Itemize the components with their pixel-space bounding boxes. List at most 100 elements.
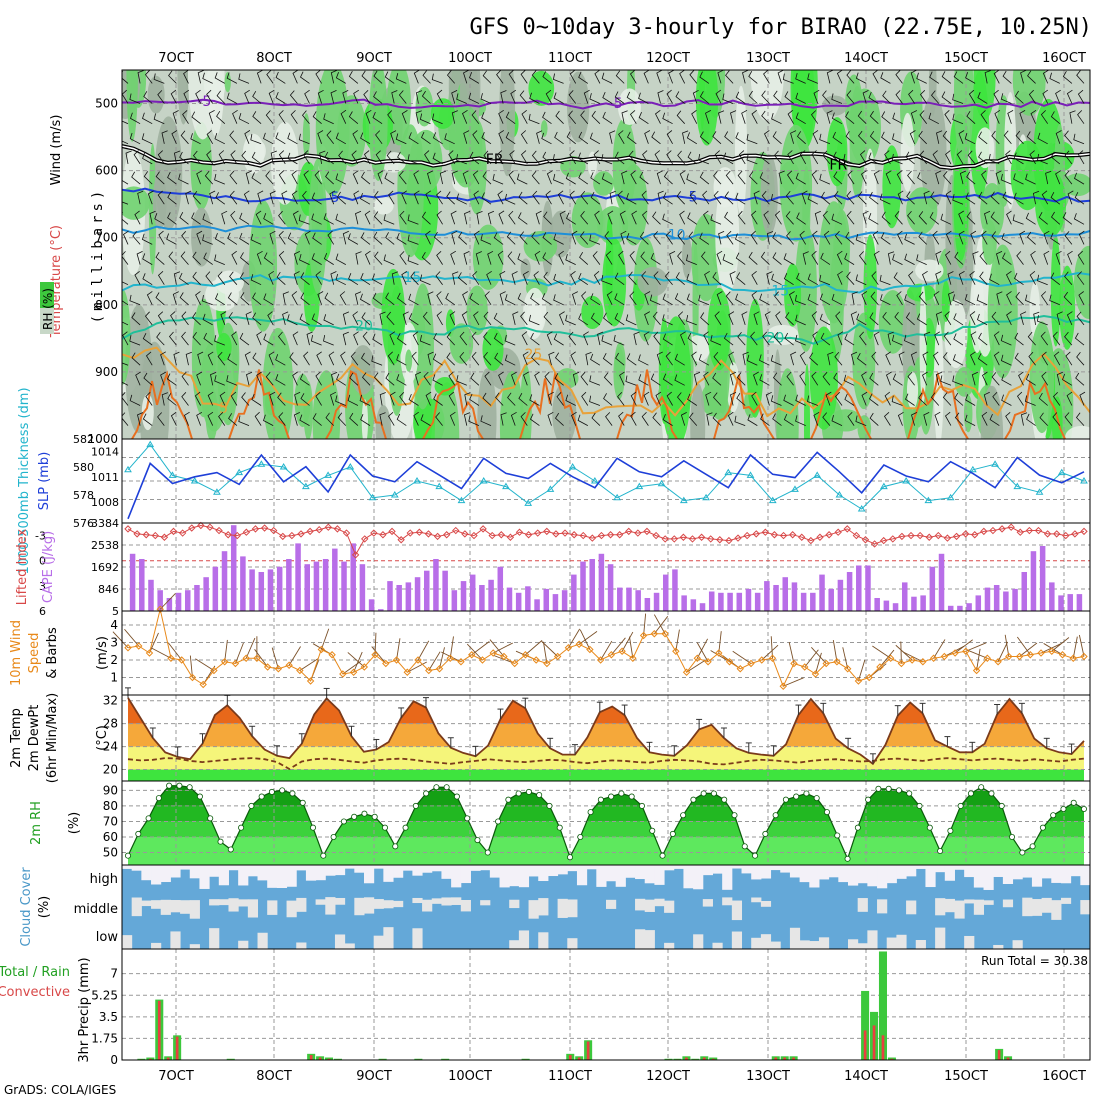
wind-barb — [621, 170, 628, 185]
wind-barb — [844, 253, 855, 265]
wind-barb — [373, 70, 383, 84]
wind-barb — [389, 391, 396, 406]
wind-barb — [458, 231, 468, 245]
wind-barb — [480, 234, 492, 245]
wind-tick-label: 1 — [110, 671, 118, 685]
wind-barb — [451, 90, 458, 104]
wind10m-speed-line-point — [360, 663, 369, 671]
wind-barb — [330, 271, 337, 285]
rh2m-point — [721, 796, 728, 803]
cape-bar — [800, 592, 807, 611]
cape-bar — [423, 570, 430, 611]
wind-barb — [291, 291, 298, 305]
wind-barb — [677, 230, 686, 245]
wind-barb — [894, 211, 903, 225]
wind-barb — [372, 333, 383, 346]
wind-barb — [813, 411, 820, 426]
wind-barb — [546, 170, 553, 185]
wind-barb — [408, 132, 419, 145]
cloud-middle — [906, 900, 917, 915]
slp-tick-label: 1014 — [91, 446, 119, 459]
wind-barb — [954, 392, 964, 406]
rh-shade — [612, 118, 637, 213]
wind-barb — [589, 93, 601, 104]
wind10m-speed-line-point — [682, 668, 691, 676]
wind-barb — [674, 293, 685, 306]
lifted-index-line-point — [743, 531, 751, 540]
wind-barb — [773, 331, 782, 346]
cloud-high — [402, 865, 413, 871]
wind-barb — [977, 92, 988, 104]
wind-barb — [158, 230, 165, 245]
wind-barb — [597, 331, 604, 346]
wind-barb — [935, 311, 943, 325]
wind-barb — [618, 250, 625, 265]
wind-barb — [944, 250, 952, 265]
wind-barb — [360, 293, 371, 306]
wind-barb — [774, 291, 782, 306]
wind10m-speed-line-point — [489, 649, 497, 657]
wind-barb — [459, 351, 468, 366]
wind-barb — [228, 413, 238, 426]
lifted-index-line-point — [579, 531, 587, 540]
bottom-time-label: 12OCT — [646, 1069, 690, 1084]
cloud-high — [296, 865, 307, 871]
thickness-line-point — [1080, 477, 1088, 484]
wind10m-barb — [643, 613, 647, 636]
wind10m-barb — [407, 661, 427, 673]
cloud-high — [547, 865, 559, 877]
wind-barb — [956, 150, 964, 165]
wind-barb — [487, 210, 495, 225]
wind-barb — [712, 392, 722, 406]
wind-barb — [542, 232, 552, 245]
rh2m-point — [824, 809, 831, 816]
cloud-middle — [325, 897, 336, 915]
wind-barb — [122, 281, 129, 286]
wind-barb — [882, 90, 891, 104]
cape-bar — [598, 553, 605, 611]
wind-barb — [314, 170, 322, 185]
cloud-low — [344, 943, 355, 949]
wind-barb — [251, 393, 262, 406]
wind-barb — [601, 274, 613, 286]
wind-barb — [512, 311, 519, 325]
wind-barb — [615, 352, 625, 366]
wind-barb — [832, 131, 843, 145]
wind-barb — [548, 351, 555, 366]
wind10m-speed-line-point — [1005, 652, 1013, 661]
cloud-middle — [973, 899, 985, 915]
wind-barb — [722, 93, 734, 104]
wind-barb — [578, 172, 589, 185]
cloud-middle — [412, 897, 423, 904]
cape-bar — [690, 599, 697, 611]
rh2m-point — [320, 852, 327, 859]
wind-barb — [192, 150, 201, 165]
wind-barb — [415, 371, 422, 386]
wind-barb — [1001, 394, 1012, 406]
cloud-level-label: middle — [74, 902, 118, 917]
wind-barb — [654, 109, 661, 124]
wind-barb — [239, 252, 250, 265]
cloud-middle — [238, 899, 249, 907]
wind10m-speed-line-point — [564, 644, 573, 652]
wind-barb — [290, 110, 298, 124]
wind-barb — [315, 391, 322, 406]
thickness-tick-label: 580 — [73, 461, 94, 474]
wind-barb — [958, 210, 965, 225]
cloud-middle — [334, 897, 346, 905]
wind-barb — [759, 354, 770, 366]
wind-barb — [1019, 110, 1026, 124]
rh2m-label: 2m RH — [29, 801, 44, 845]
precip-convective-bar — [997, 1050, 1001, 1060]
wind-barb — [579, 251, 589, 265]
wind-barb — [981, 371, 988, 386]
wind-barb — [679, 210, 686, 225]
contour-label: 5 — [219, 401, 228, 417]
wind-barb — [669, 251, 676, 265]
cloud-high — [480, 865, 491, 871]
wind-barb — [686, 293, 698, 306]
wind-barb — [665, 230, 673, 245]
wind-barb — [991, 311, 1000, 326]
wind-tick-label: 3 — [110, 636, 118, 650]
wind-barb — [424, 150, 431, 165]
